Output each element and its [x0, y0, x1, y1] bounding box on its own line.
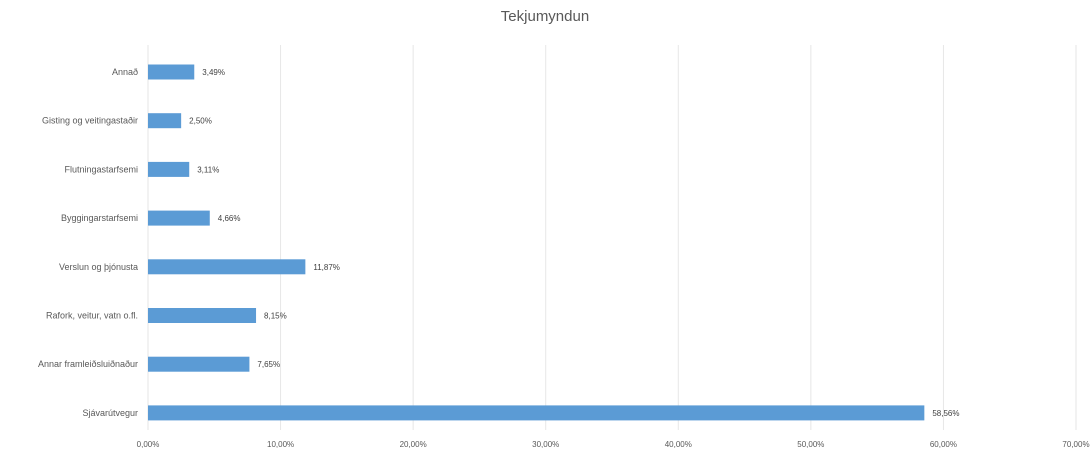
- x-tick-label: 20,00%: [400, 440, 427, 449]
- category-label: Gisting og veitingastaðir: [42, 116, 138, 126]
- category-label: Byggingarstarfsemi: [61, 213, 138, 223]
- x-tick-label: 10,00%: [267, 440, 294, 449]
- category-label: Flutningastarfsemi: [64, 164, 138, 174]
- gridlines: [147, 45, 1077, 430]
- data-label: 58,56%: [932, 409, 959, 418]
- bar: [148, 259, 306, 275]
- category-label: Sjávarútvegur: [82, 408, 138, 418]
- category-label: Annað: [112, 67, 138, 77]
- bar: [148, 113, 182, 129]
- data-label: 2,50%: [189, 117, 212, 126]
- data-label: 8,15%: [264, 312, 287, 321]
- category-label: Annar framleiðsluiðnaður: [38, 359, 138, 369]
- bar: [148, 210, 210, 226]
- x-tick-label: 60,00%: [930, 440, 957, 449]
- bar: [148, 405, 925, 421]
- data-label: 3,11%: [197, 165, 219, 174]
- x-tick-label: 0,00%: [137, 440, 160, 449]
- data-label: 7,65%: [257, 360, 280, 369]
- chart-title: Tekjumyndun: [500, 8, 590, 25]
- x-tick-label: 70,00%: [1062, 440, 1089, 449]
- bars: [148, 64, 925, 421]
- bar: [148, 64, 195, 80]
- category-label: Verslun og þjónusta: [59, 262, 138, 272]
- labels: 0,00% 10,00% 20,00% 30,00% 40,00% 50,00% 60,00…: [38, 67, 1090, 449]
- bar: [148, 161, 190, 177]
- bar: [148, 356, 250, 372]
- data-label: 4,66%: [218, 214, 241, 223]
- data-label: 3,49%: [202, 68, 225, 77]
- x-tick-label: 40,00%: [665, 440, 692, 449]
- category-label: Rafork, veitur, vatn o.fl.: [46, 311, 138, 321]
- bar: [148, 308, 257, 323]
- x-tick-label: 50,00%: [797, 440, 824, 449]
- data-label: 11,87%: [313, 263, 340, 272]
- x-tick-label: 30,00%: [532, 440, 559, 449]
